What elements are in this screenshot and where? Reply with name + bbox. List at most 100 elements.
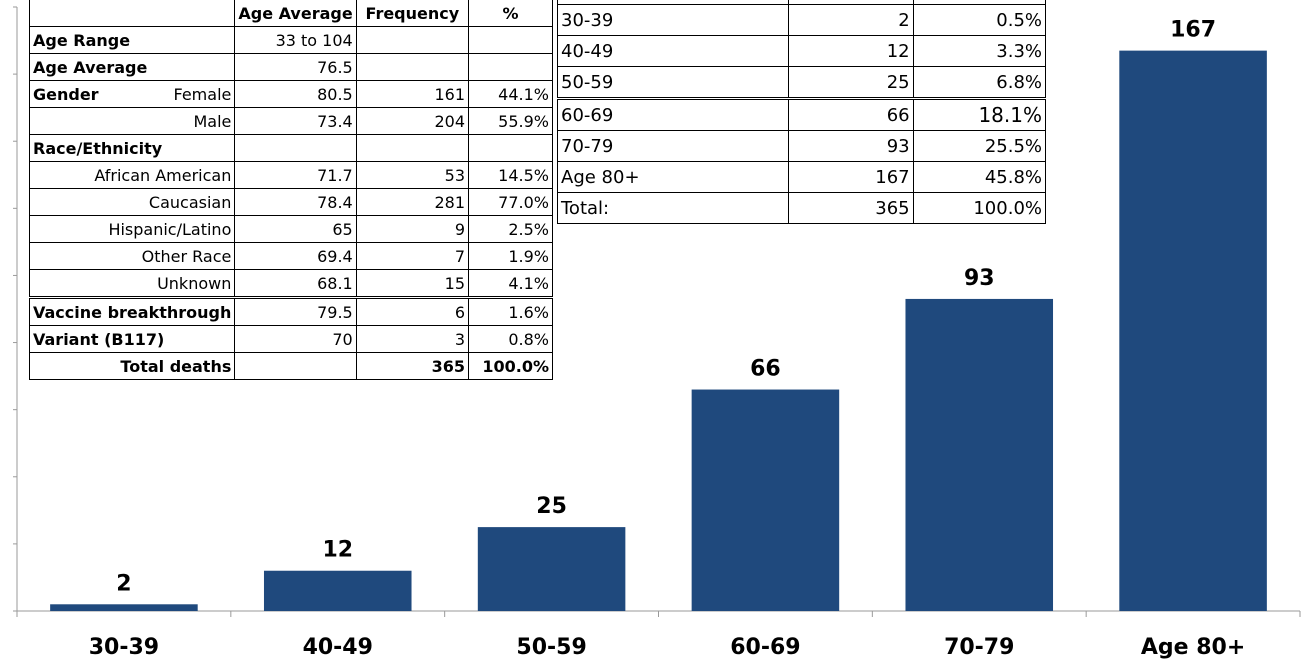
summary-race-freq: 15 [355,269,470,298]
summary-race-freq: 281 [355,188,470,216]
summary-header-frequency: Frequency [355,0,470,27]
bar-value-label: 25 [536,494,567,519]
summary-age-range-value: 33 to 104 [234,26,357,54]
age-group-table: 30-39 2 0.5% 40-49 12 3.3% 50-59 25 6.8%… [557,0,1047,224]
summary-female-avg: 80.5 [234,80,357,108]
summary-race-avg: 78.4 [234,188,357,216]
summary-row-female: Gender Female 80.5 161 44.1% [28,80,553,108]
summary-total-pct: 100.0% [468,352,553,380]
age-table-pct: 100.0% [912,192,1047,224]
age-table-row: 30-39 2 0.5% [557,4,1047,36]
x-tick-label: Age 80+ [1141,635,1245,660]
summary-header-age-average: Age Average [234,0,357,27]
summary-race-avg: 71.7 [234,161,357,189]
summary-female-pct: 44.1% [468,80,553,108]
x-tick-label: 40-49 [303,635,373,660]
summary-row-race: Unknown 68.1 15 4.1% [28,269,553,298]
age-table-pct: 0.5% [912,4,1047,36]
age-table-count: 2 [787,4,914,36]
summary-race-name: Caucasian [28,188,236,216]
summary-race-avg: 69.4 [234,242,357,270]
x-tick-label: 70-79 [944,635,1014,660]
summary-empty-cell [468,53,553,81]
summary-race-pct: 77.0% [468,188,553,216]
age-table-pct: 6.8% [912,66,1047,99]
summary-race-name: Hispanic/Latino [28,215,236,243]
summary-empty-cell [234,352,357,380]
summary-row-label: Age Average [28,53,236,81]
summary-race-name: African American [28,161,236,189]
summary-row-race: African American 71.7 53 14.5% [28,161,553,189]
age-table-row: 50-59 25 6.8% [557,66,1047,99]
age-table-range: Total: [557,192,789,224]
age-table-pct: 18.1% [912,98,1047,131]
bar-value-label: 12 [322,538,353,563]
summary-breakthrough-pct: 1.6% [468,297,553,326]
age-table-range: 50-59 [557,66,789,99]
summary-race-label: Race/Ethnicity [28,134,236,162]
x-tick-label: 30-39 [89,635,159,660]
age-table-pct: 25.5% [912,130,1047,162]
summary-row-label: Age Range [28,26,236,54]
summary-gender-label: Gender [33,84,99,104]
summary-female-label: Female [173,84,232,104]
bar [50,604,198,611]
age-table-pct: 3.3% [912,35,1047,67]
summary-empty-cell [468,134,553,162]
x-tick-label: 60-69 [730,635,800,660]
summary-race-pct: 14.5% [468,161,553,189]
age-table-count: 93 [787,130,914,162]
age-table-row: Total: 365 100.0% [557,192,1047,224]
summary-variant-label: Variant (B117) [28,325,236,353]
summary-empty-cell [355,134,470,162]
bar-value-label: 93 [964,266,995,291]
summary-header-blank [28,0,236,27]
age-table-row: 70-79 93 25.5% [557,130,1047,162]
summary-variant-freq: 3 [355,325,470,353]
summary-table: Age Average Frequency % Age Range 33 to … [28,0,553,380]
summary-race-pct: 2.5% [468,215,553,243]
summary-male-avg: 73.4 [234,107,357,135]
summary-variant-pct: 0.8% [468,325,553,353]
summary-row-breakthrough: Vaccine breakthrough 79.5 6 1.6% [28,297,553,326]
summary-male-pct: 55.9% [468,107,553,135]
summary-header-pct: % [468,0,553,27]
summary-breakthrough-freq: 6 [355,297,470,326]
chart-axes [13,6,1301,617]
summary-race-name: Other Race [28,242,236,270]
summary-row-total: Total deaths 365 100.0% [28,352,553,380]
bar-value-label: 66 [750,357,781,382]
summary-row-age-range: Age Range 33 to 104 [28,26,553,54]
summary-header-row: Age Average Frequency % [28,0,553,27]
chart-bars [50,50,1267,612]
age-table-range: 30-39 [557,4,789,36]
summary-row-age-average: Age Average 76.5 [28,53,553,81]
summary-gender-wrap: Gender Female [33,85,231,104]
bar [263,570,412,611]
summary-empty-cell [234,134,357,162]
summary-race-avg: 68.1 [234,269,357,298]
summary-row-variant: Variant (B117) 70 3 0.8% [28,325,553,353]
summary-race-pct: 4.1% [468,269,553,298]
summary-male-freq: 204 [355,107,470,135]
summary-empty-cell [355,53,470,81]
summary-race-avg: 65 [234,215,357,243]
summary-race-freq: 53 [355,161,470,189]
summary-age-average-value: 76.5 [234,53,357,81]
summary-race-freq: 9 [355,215,470,243]
age-table-row: Age 80+ 167 45.8% [557,161,1047,193]
age-table-pct: 45.8% [912,161,1047,193]
summary-race-pct: 1.9% [468,242,553,270]
bar [691,389,840,611]
summary-row-race-heading: Race/Ethnicity [28,134,553,162]
bar-value-label: 167 [1170,18,1216,43]
summary-male-label: Male [28,107,236,135]
summary-total-label: Total deaths [28,352,236,380]
age-table-count: 167 [787,161,914,193]
summary-row-race: Other Race 69.4 7 1.9% [28,242,553,270]
summary-row-race: Hispanic/Latino 65 9 2.5% [28,215,553,243]
bar-value-label: 2 [116,571,131,596]
x-tick-label: 50-59 [516,635,586,660]
